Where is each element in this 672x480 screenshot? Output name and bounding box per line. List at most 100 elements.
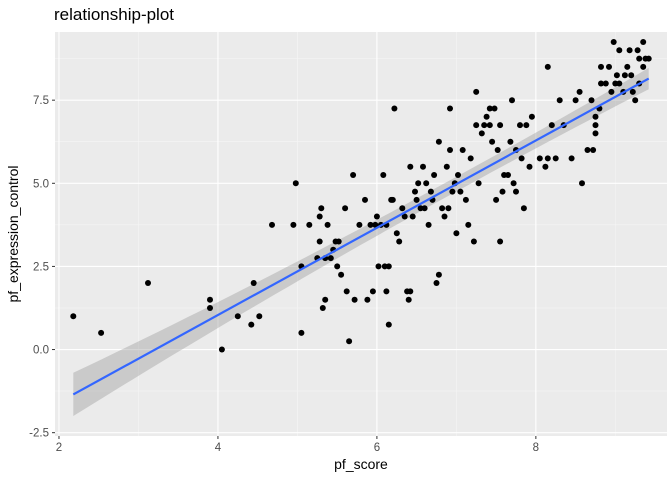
data-point [579,180,585,187]
data-point [602,80,609,87]
data-point [613,72,620,79]
data-point [523,122,530,129]
data-point [447,147,453,153]
data-point [207,296,213,303]
plot-panel [55,32,667,436]
data-point [367,221,374,228]
data-point [447,105,453,112]
data-point [351,296,358,303]
data-point [292,180,299,187]
data-point [499,188,506,195]
data-point [494,147,501,153]
data-point [306,221,313,228]
data-point [218,346,225,353]
data-point [338,271,345,278]
data-point [318,205,325,212]
data-point [478,130,485,137]
data-point [462,196,469,203]
data-point [459,147,466,153]
data-point [364,296,371,303]
data-point [632,97,639,104]
data-point [362,196,368,203]
data-point [640,63,647,70]
data-point [412,188,418,195]
data-point [399,205,406,212]
data-point [248,321,255,328]
data-point [473,88,480,95]
data-point [445,205,452,212]
data-point [556,97,563,104]
data-point [486,122,493,129]
data-point [423,180,430,187]
data-point [322,296,329,303]
y-tick-label: 0.0 [33,345,49,357]
data-point [507,138,514,145]
data-point [497,122,504,129]
data-point [470,238,477,245]
data-point [465,221,472,228]
data-point [439,205,446,212]
y-tick-label: -2.5 [29,428,49,440]
data-point [584,147,591,153]
data-point [342,205,349,212]
x-axis: 2 4 6 8 [56,436,539,454]
data-point [409,213,416,220]
data-point [610,39,617,45]
data-point [626,47,633,54]
data-point [568,155,575,162]
data-point [407,288,414,295]
data-point [350,172,357,178]
data-point [486,105,493,112]
regression-line [72,77,650,396]
data-point [391,105,398,112]
data-point [256,313,263,320]
data-point [572,97,579,104]
data-point [207,305,213,311]
data-point [145,280,151,286]
confidence-band [73,67,649,417]
x-tick-label: 8 [533,442,539,454]
data-point [598,63,604,70]
data-points [70,39,652,353]
data-point [425,221,432,228]
x-tick-label: 4 [215,442,222,454]
data-point [552,155,559,162]
data-point [616,80,623,87]
data-point [385,321,392,328]
data-point [457,188,464,195]
y-axis: -2.5 0.0 2.5 5.0 7.5 [29,95,55,440]
data-point [509,97,515,104]
data-point [616,47,623,54]
data-point [431,172,438,178]
data-point [413,196,420,203]
data-point [415,180,422,187]
data-point [640,39,647,45]
data-point [592,122,599,129]
data-point [606,63,612,70]
data-point [335,238,342,245]
data-point [375,263,382,270]
data-point [544,63,551,70]
x-axis-title: pf_score [334,456,388,472]
data-point [592,130,599,137]
data-point [346,338,353,345]
data-point [491,105,498,112]
fit-line [72,77,650,396]
data-point [420,163,426,170]
data-point [520,205,527,212]
data-point [316,238,323,245]
chart-title: relationship-plot [54,5,174,24]
data-point [385,263,392,270]
data-point [505,172,511,178]
data-point [528,113,535,120]
x-tick-label: 6 [374,442,380,454]
data-point [518,155,525,162]
data-point [319,305,326,311]
data-point [389,196,396,203]
data-point [598,80,604,87]
data-point [383,288,390,295]
data-point [441,213,448,220]
data-point [526,163,533,170]
data-point [324,221,331,228]
y-tick-label: 2.5 [33,261,49,273]
